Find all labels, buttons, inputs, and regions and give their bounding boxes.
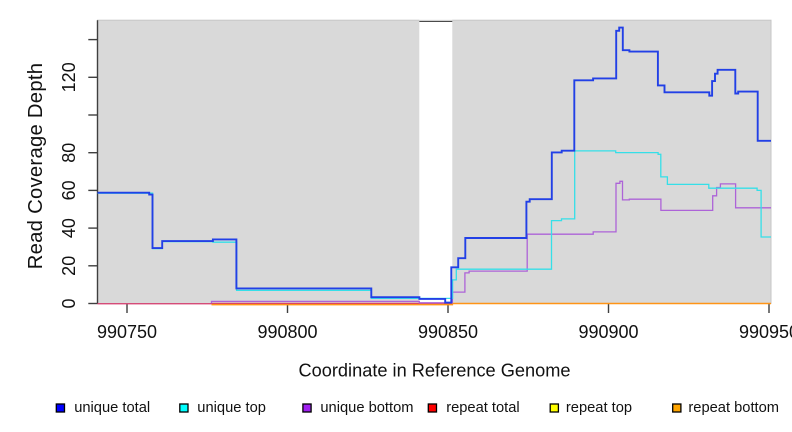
svg-text:990800: 990800	[257, 322, 317, 342]
svg-text:990750: 990750	[97, 322, 157, 342]
svg-text:40: 40	[59, 218, 79, 238]
svg-text:120: 120	[59, 62, 79, 92]
svg-text:Coordinate in Reference Genome: Coordinate in Reference Genome	[299, 361, 571, 381]
svg-text:unique bottom: unique bottom	[320, 400, 413, 416]
svg-text:990850: 990850	[418, 322, 478, 342]
svg-text:80: 80	[59, 143, 79, 163]
svg-text:0: 0	[59, 298, 79, 308]
svg-text:Read Coverage Depth: Read Coverage Depth	[25, 63, 47, 270]
svg-text:repeat bottom: repeat bottom	[688, 400, 779, 416]
svg-text:60: 60	[59, 180, 79, 200]
svg-text:990900: 990900	[578, 322, 638, 342]
svg-text:repeat top: repeat top	[566, 400, 632, 416]
svg-text:20: 20	[59, 256, 79, 276]
svg-text:990950: 990950	[739, 322, 792, 342]
svg-text:unique total: unique total	[74, 400, 150, 416]
svg-text:unique top: unique top	[197, 400, 266, 416]
svg-text:repeat total: repeat total	[446, 400, 520, 416]
